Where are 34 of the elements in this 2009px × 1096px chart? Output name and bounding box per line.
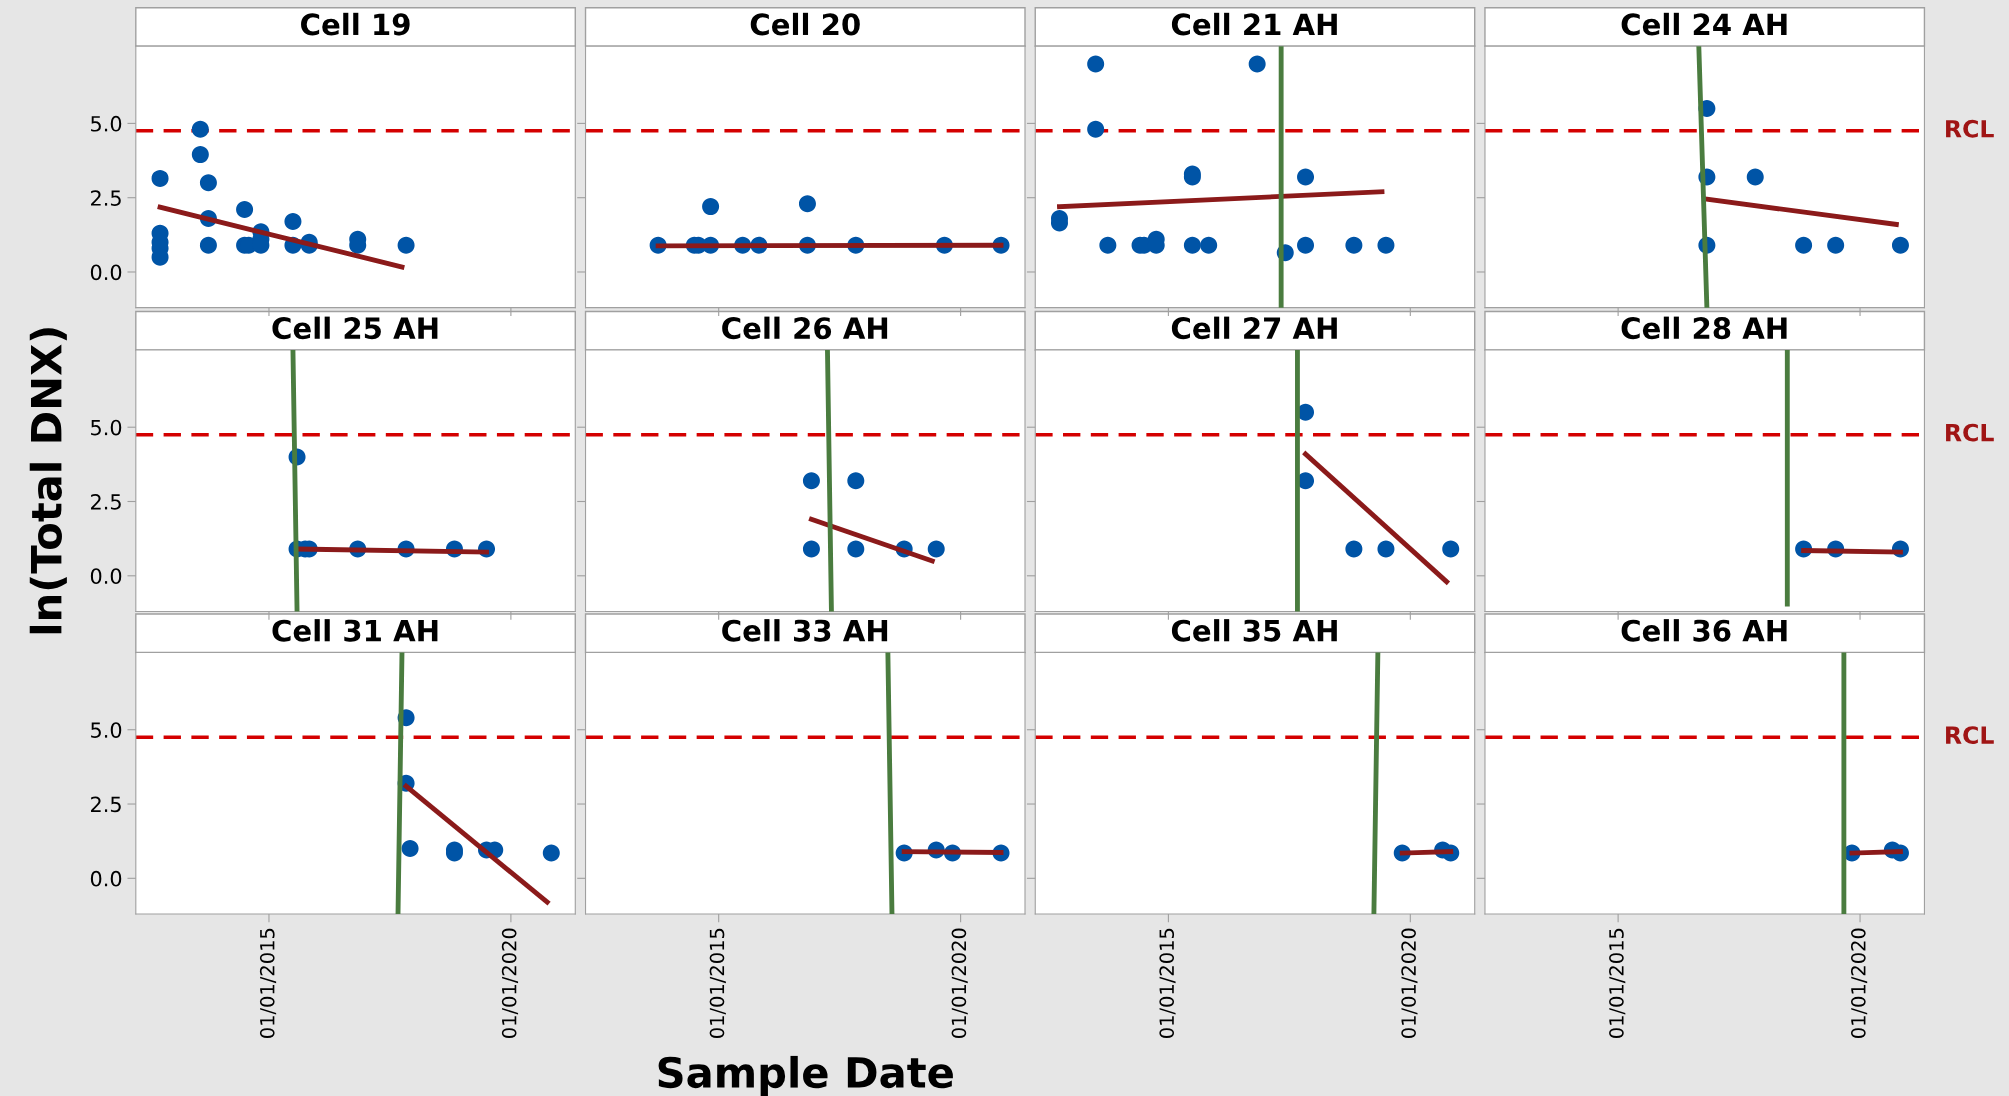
x-axis-title: Sample Date [658,1055,953,1096]
chart-title: Cell 28 AH [1621,316,1787,340]
x-tick-label: 01/01/2015 [1609,928,1626,1038]
chart-title: Cell 21 AH [1171,12,1337,36]
y-tick-label: 5.0 [91,722,122,738]
y-tick-label: 0.0 [90,264,122,281]
y-axis-title: ln(Total DNX) [29,328,67,634]
x-tick-label: 01/01/2015 [1159,928,1176,1038]
ref-line-label: RCL [1946,119,1994,138]
x-tick-label: 01/01/2020 [1850,928,1868,1038]
chart-title: Cell 24 AH [1621,12,1787,36]
chart-title: Cell 25 AH [272,316,438,340]
y-tick-label: 0.0 [90,568,122,584]
y-tick-label: 2.5 [91,190,121,206]
chart-title: Cell 26 AH [722,316,888,340]
y-tick-label: 2.5 [91,493,121,510]
y-tick-label: 5.0 [91,419,122,436]
x-tick-label: 01/01/2015 [259,928,277,1038]
chart-title: Cell 35 AH [1171,619,1337,642]
x-tick-label: 01/01/2015 [709,928,726,1038]
chart-title: Cell 19 [301,12,410,36]
x-tick-label: 01/01/2020 [1401,928,1418,1038]
chart-title: Cell 36 AH [1621,619,1787,642]
y-tick-label: 5.0 [91,115,122,132]
ref-line-label: RCL [1946,726,1994,745]
x-tick-label: 01/01/2020 [501,928,519,1038]
chart-title: Cell 27 AH [1171,316,1337,340]
chart-title: Cell 33 AH [722,619,888,642]
chart-title: Cell 31 AH [272,619,438,642]
y-tick-label: 2.5 [91,796,121,813]
chart-title: Cell 20 [750,12,860,36]
x-tick-label: 01/01/2020 [951,928,968,1038]
y-tick-label: 0.0 [90,870,122,887]
ref-line-label: RCL [1946,423,1994,442]
